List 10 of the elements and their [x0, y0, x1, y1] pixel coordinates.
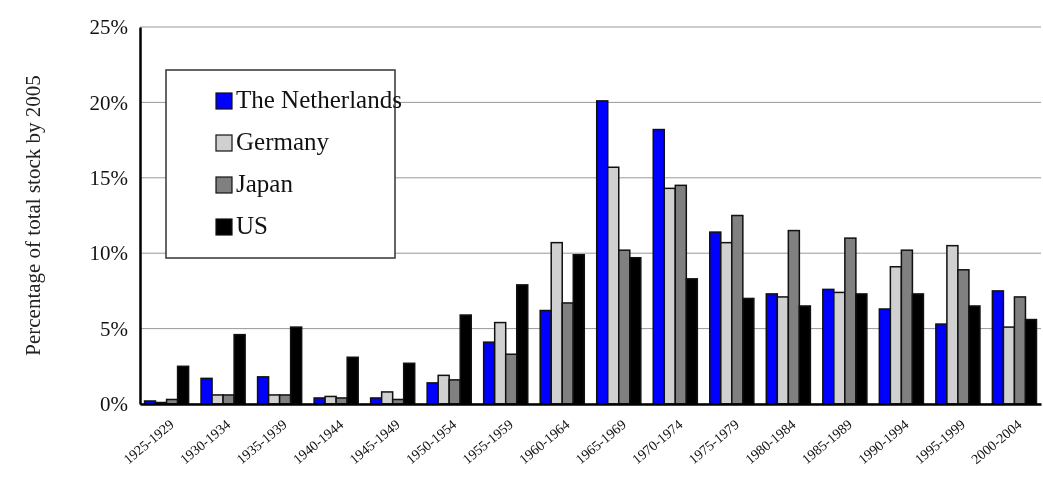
- y-tick-label: 20%: [89, 90, 128, 115]
- y-tick-label: 15%: [89, 166, 128, 191]
- legend-label: US: [236, 212, 268, 239]
- y-tick-label: 5%: [100, 316, 128, 341]
- y-axis-title: Percentage of total stock by 2005: [21, 75, 45, 356]
- y-tick-label: 10%: [89, 241, 128, 266]
- legend-label: Germany: [236, 128, 330, 155]
- legend-label: Japan: [236, 170, 294, 197]
- y-tick-label: 0%: [100, 392, 128, 417]
- y-tick-label: 25%: [89, 15, 128, 40]
